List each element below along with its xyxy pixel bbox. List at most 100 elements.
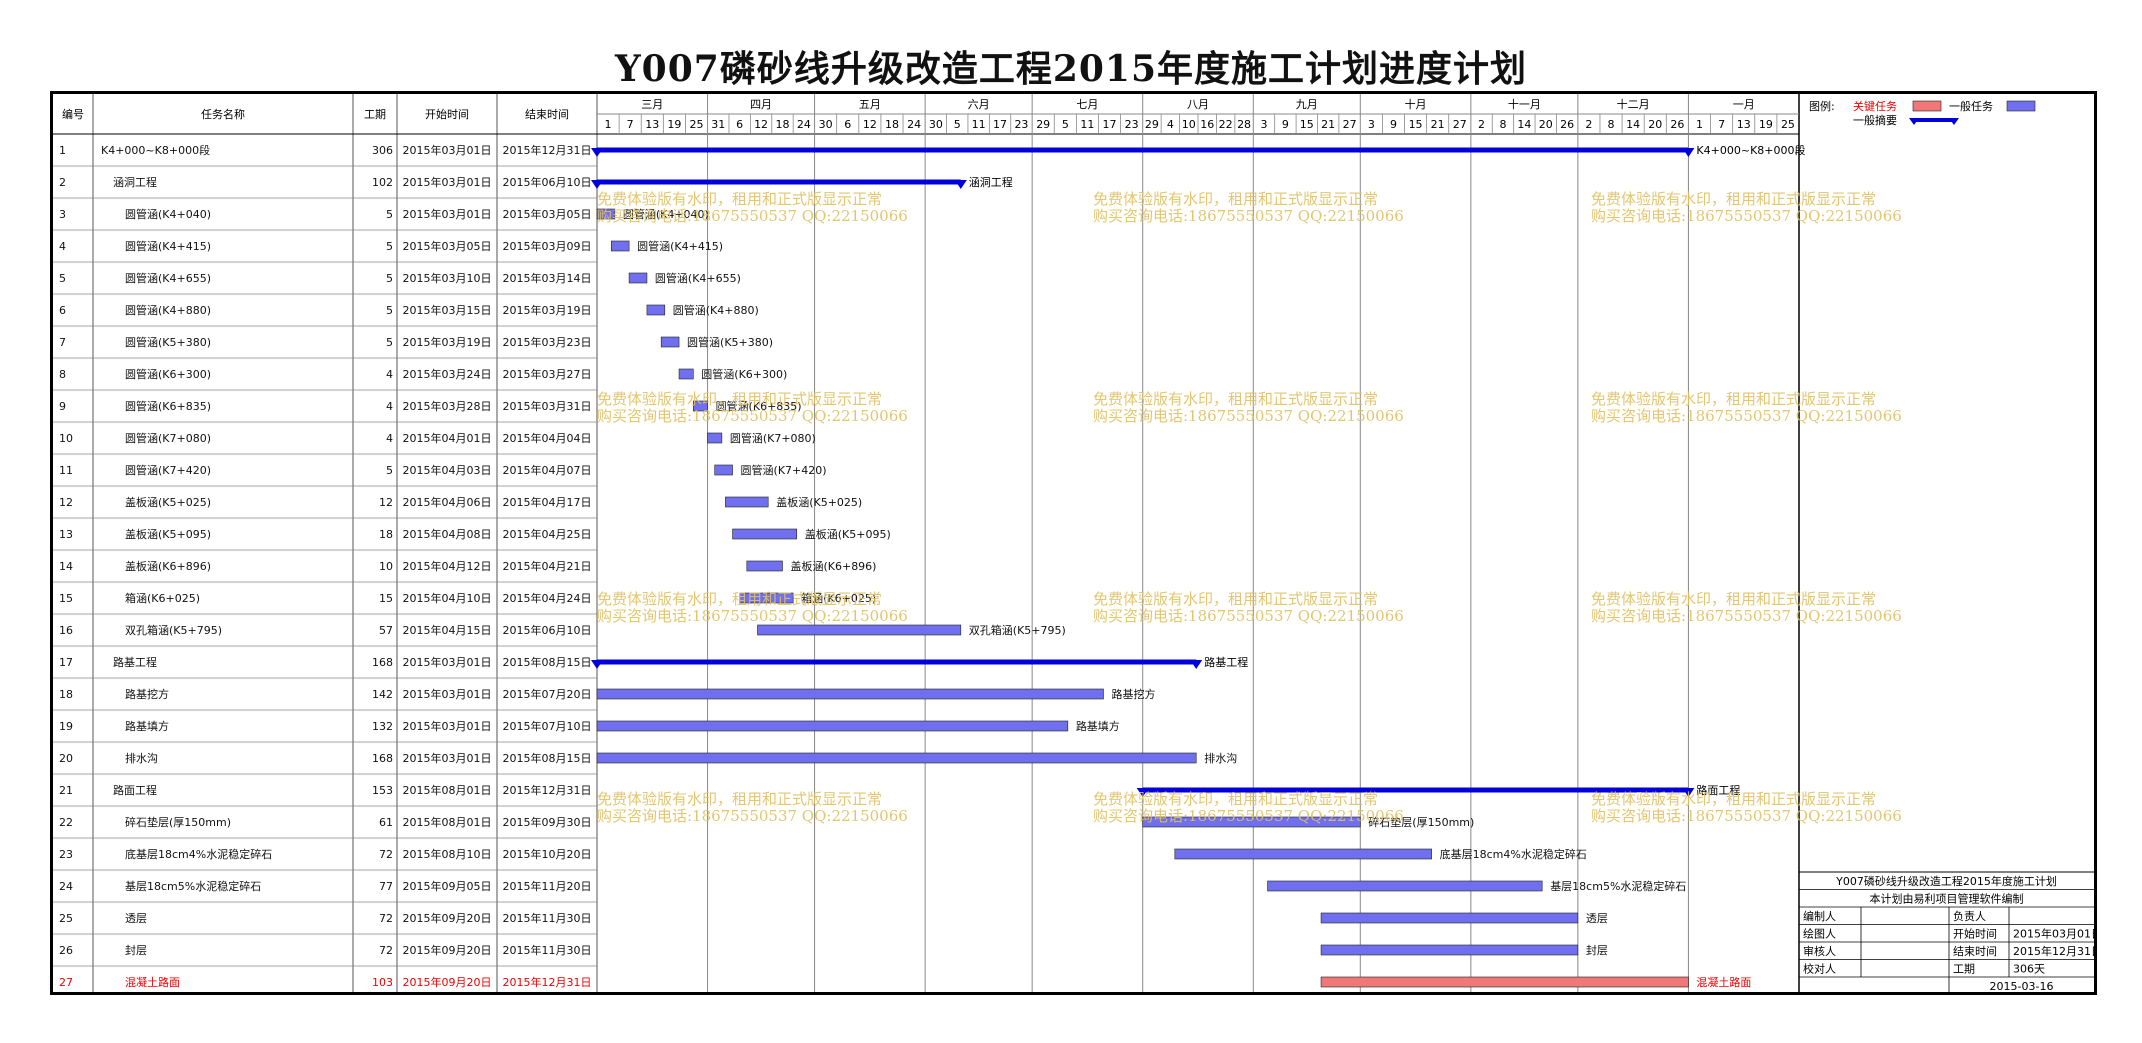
cell-end-date: 2015年03月09日 — [503, 239, 592, 253]
cell-id: 15 — [59, 592, 73, 605]
info-box-label: 结束时间 — [1953, 945, 1997, 958]
summary-end-marker — [1190, 660, 1203, 669]
day-tick-label: 11 — [972, 118, 986, 131]
task-bar — [596, 208, 616, 220]
task-bar — [628, 272, 648, 284]
watermark-line2: 购买咨询电话:18675550537 QQ:22150066 — [1591, 607, 1902, 625]
day-tick-label: 8 — [1499, 118, 1506, 131]
cell-duration: 15 — [379, 592, 393, 605]
info-box-label: 开始时间 — [1953, 927, 1997, 941]
cell-duration: 142 — [372, 688, 393, 701]
bar-label: 排水沟 — [1204, 751, 1237, 765]
day-tick-label: 5 — [1062, 118, 1069, 131]
summary-start-marker — [591, 180, 603, 189]
cell-start-date: 2015年08月01日 — [403, 815, 492, 829]
info-box-label: 校对人 — [1803, 962, 1836, 976]
cell-id: 8 — [59, 368, 66, 381]
cell-start-date: 2015年03月01日 — [403, 719, 492, 733]
watermark-line1: 免费体验版有水印，租用和正式版显示正常 — [597, 390, 882, 408]
watermark-line1: 免费体验版有水印，租用和正式版显示正常 — [1591, 590, 1876, 608]
day-tick-label: 3 — [1260, 118, 1267, 131]
info-box-label: 工期 — [1953, 963, 1975, 976]
watermark-line2: 购买咨询电话:18675550537 QQ:22150066 — [597, 407, 908, 425]
cell-duration: 168 — [372, 752, 393, 765]
day-tick-label: 8 — [1608, 118, 1615, 131]
task-bar — [660, 336, 680, 348]
month-header: 三月 — [641, 98, 663, 111]
watermark-line1: 免费体验版有水印，租用和正式版显示正常 — [597, 790, 882, 808]
cell-id: 14 — [59, 560, 73, 573]
cell-start-date: 2015年03月01日 — [403, 751, 492, 765]
cell-id: 20 — [59, 752, 73, 765]
cell-duration: 153 — [372, 784, 393, 797]
summary-end-marker — [954, 180, 967, 189]
month-header: 一月 — [1733, 98, 1755, 111]
cell-end-date: 2015年08月15日 — [503, 751, 592, 765]
cell-duration: 72 — [379, 848, 393, 861]
bar-label: 涵洞工程 — [969, 175, 1013, 189]
summary-bar — [597, 147, 1689, 153]
cell-task-name: 圆管涵(K6+835) — [125, 399, 211, 413]
column-header-end: 结束时间 — [525, 108, 569, 121]
cell-id: 2 — [59, 176, 66, 189]
task-bar — [739, 592, 794, 604]
cell-id: 17 — [59, 656, 73, 669]
legend-critical-label: 关键任务 — [1853, 99, 1897, 113]
cell-id: 10 — [59, 432, 73, 445]
cell-task-name: 路面工程 — [113, 784, 157, 797]
cell-end-date: 2015年06月10日 — [503, 175, 592, 189]
cell-duration: 57 — [379, 624, 393, 637]
cell-start-date: 2015年03月01日 — [403, 175, 492, 189]
day-tick-label: 6 — [736, 118, 743, 131]
cell-start-date: 2015年09月20日 — [403, 911, 492, 925]
watermark-line1: 免费体验版有水印，租用和正式版显示正常 — [1093, 790, 1378, 808]
cell-task-name: 透层 — [125, 912, 147, 925]
day-tick-label: 25 — [1781, 118, 1795, 131]
cell-end-date: 2015年12月31日 — [503, 975, 592, 989]
cell-task-name: 基层18cm5%水泥稳定碎石 — [125, 879, 261, 893]
cell-duration: 72 — [379, 912, 393, 925]
day-tick-label: 16 — [1200, 118, 1214, 131]
bar-label: 圆管涵(K6+835) — [716, 399, 802, 413]
day-tick-label: 19 — [667, 118, 681, 131]
summary-end-marker — [1682, 788, 1695, 797]
day-tick-label: 6 — [844, 118, 851, 131]
cell-end-date: 2015年04月24日 — [503, 591, 592, 605]
cell-id: 1 — [59, 144, 66, 157]
cell-id: 7 — [59, 336, 66, 349]
cell-duration: 5 — [386, 304, 393, 317]
watermark-line2: 购买咨询电话:18675550537 QQ:22150066 — [1591, 207, 1902, 225]
watermark-line1: 免费体验版有水印，租用和正式版显示正常 — [1591, 390, 1876, 408]
bar-label: K4+000~K8+000段 — [1696, 143, 1805, 157]
cell-task-name: 圆管涵(K4+040) — [125, 207, 211, 221]
info-box-value: 2015年03月01日 — [2013, 927, 2094, 941]
watermark-line1: 免费体验版有水印，租用和正式版显示正常 — [1591, 790, 1876, 808]
summary-start-marker — [591, 660, 603, 669]
day-tick-label: 2 — [1478, 118, 1485, 131]
task-bar — [1267, 880, 1543, 892]
day-tick-label: 30 — [929, 118, 943, 131]
bar-label: 路基填方 — [1076, 719, 1120, 733]
day-tick-label: 18 — [885, 118, 899, 131]
summary-start-marker — [591, 148, 603, 157]
bar-label: 基层18cm5%水泥稳定碎石 — [1550, 879, 1686, 893]
cell-duration: 4 — [386, 432, 393, 445]
day-tick-label: 23 — [1014, 118, 1028, 131]
cell-id: 11 — [59, 464, 73, 477]
month-header: 六月 — [968, 98, 990, 111]
day-tick-label: 4 — [1167, 118, 1174, 131]
legend-title: 图例: — [1809, 99, 1835, 113]
cell-task-name: 路基挖方 — [125, 687, 169, 701]
watermark-line1: 免费体验版有水印，租用和正式版显示正常 — [597, 190, 882, 208]
cell-id: 19 — [59, 720, 73, 733]
watermark-line2: 购买咨询电话:18675550537 QQ:22150066 — [597, 807, 908, 825]
cell-id: 21 — [59, 784, 73, 797]
cell-end-date: 2015年06月10日 — [503, 623, 592, 637]
day-tick-label: 12 — [754, 118, 768, 131]
info-box-label: 负责人 — [1953, 909, 1986, 923]
day-tick-label: 9 — [1282, 118, 1289, 131]
day-tick-label: 21 — [1321, 118, 1335, 131]
month-header: 五月 — [859, 98, 881, 111]
cell-id: 24 — [59, 880, 73, 893]
info-box-title: Y007磷砂线升级改造工程2015年度施工计划 — [1835, 874, 2057, 888]
